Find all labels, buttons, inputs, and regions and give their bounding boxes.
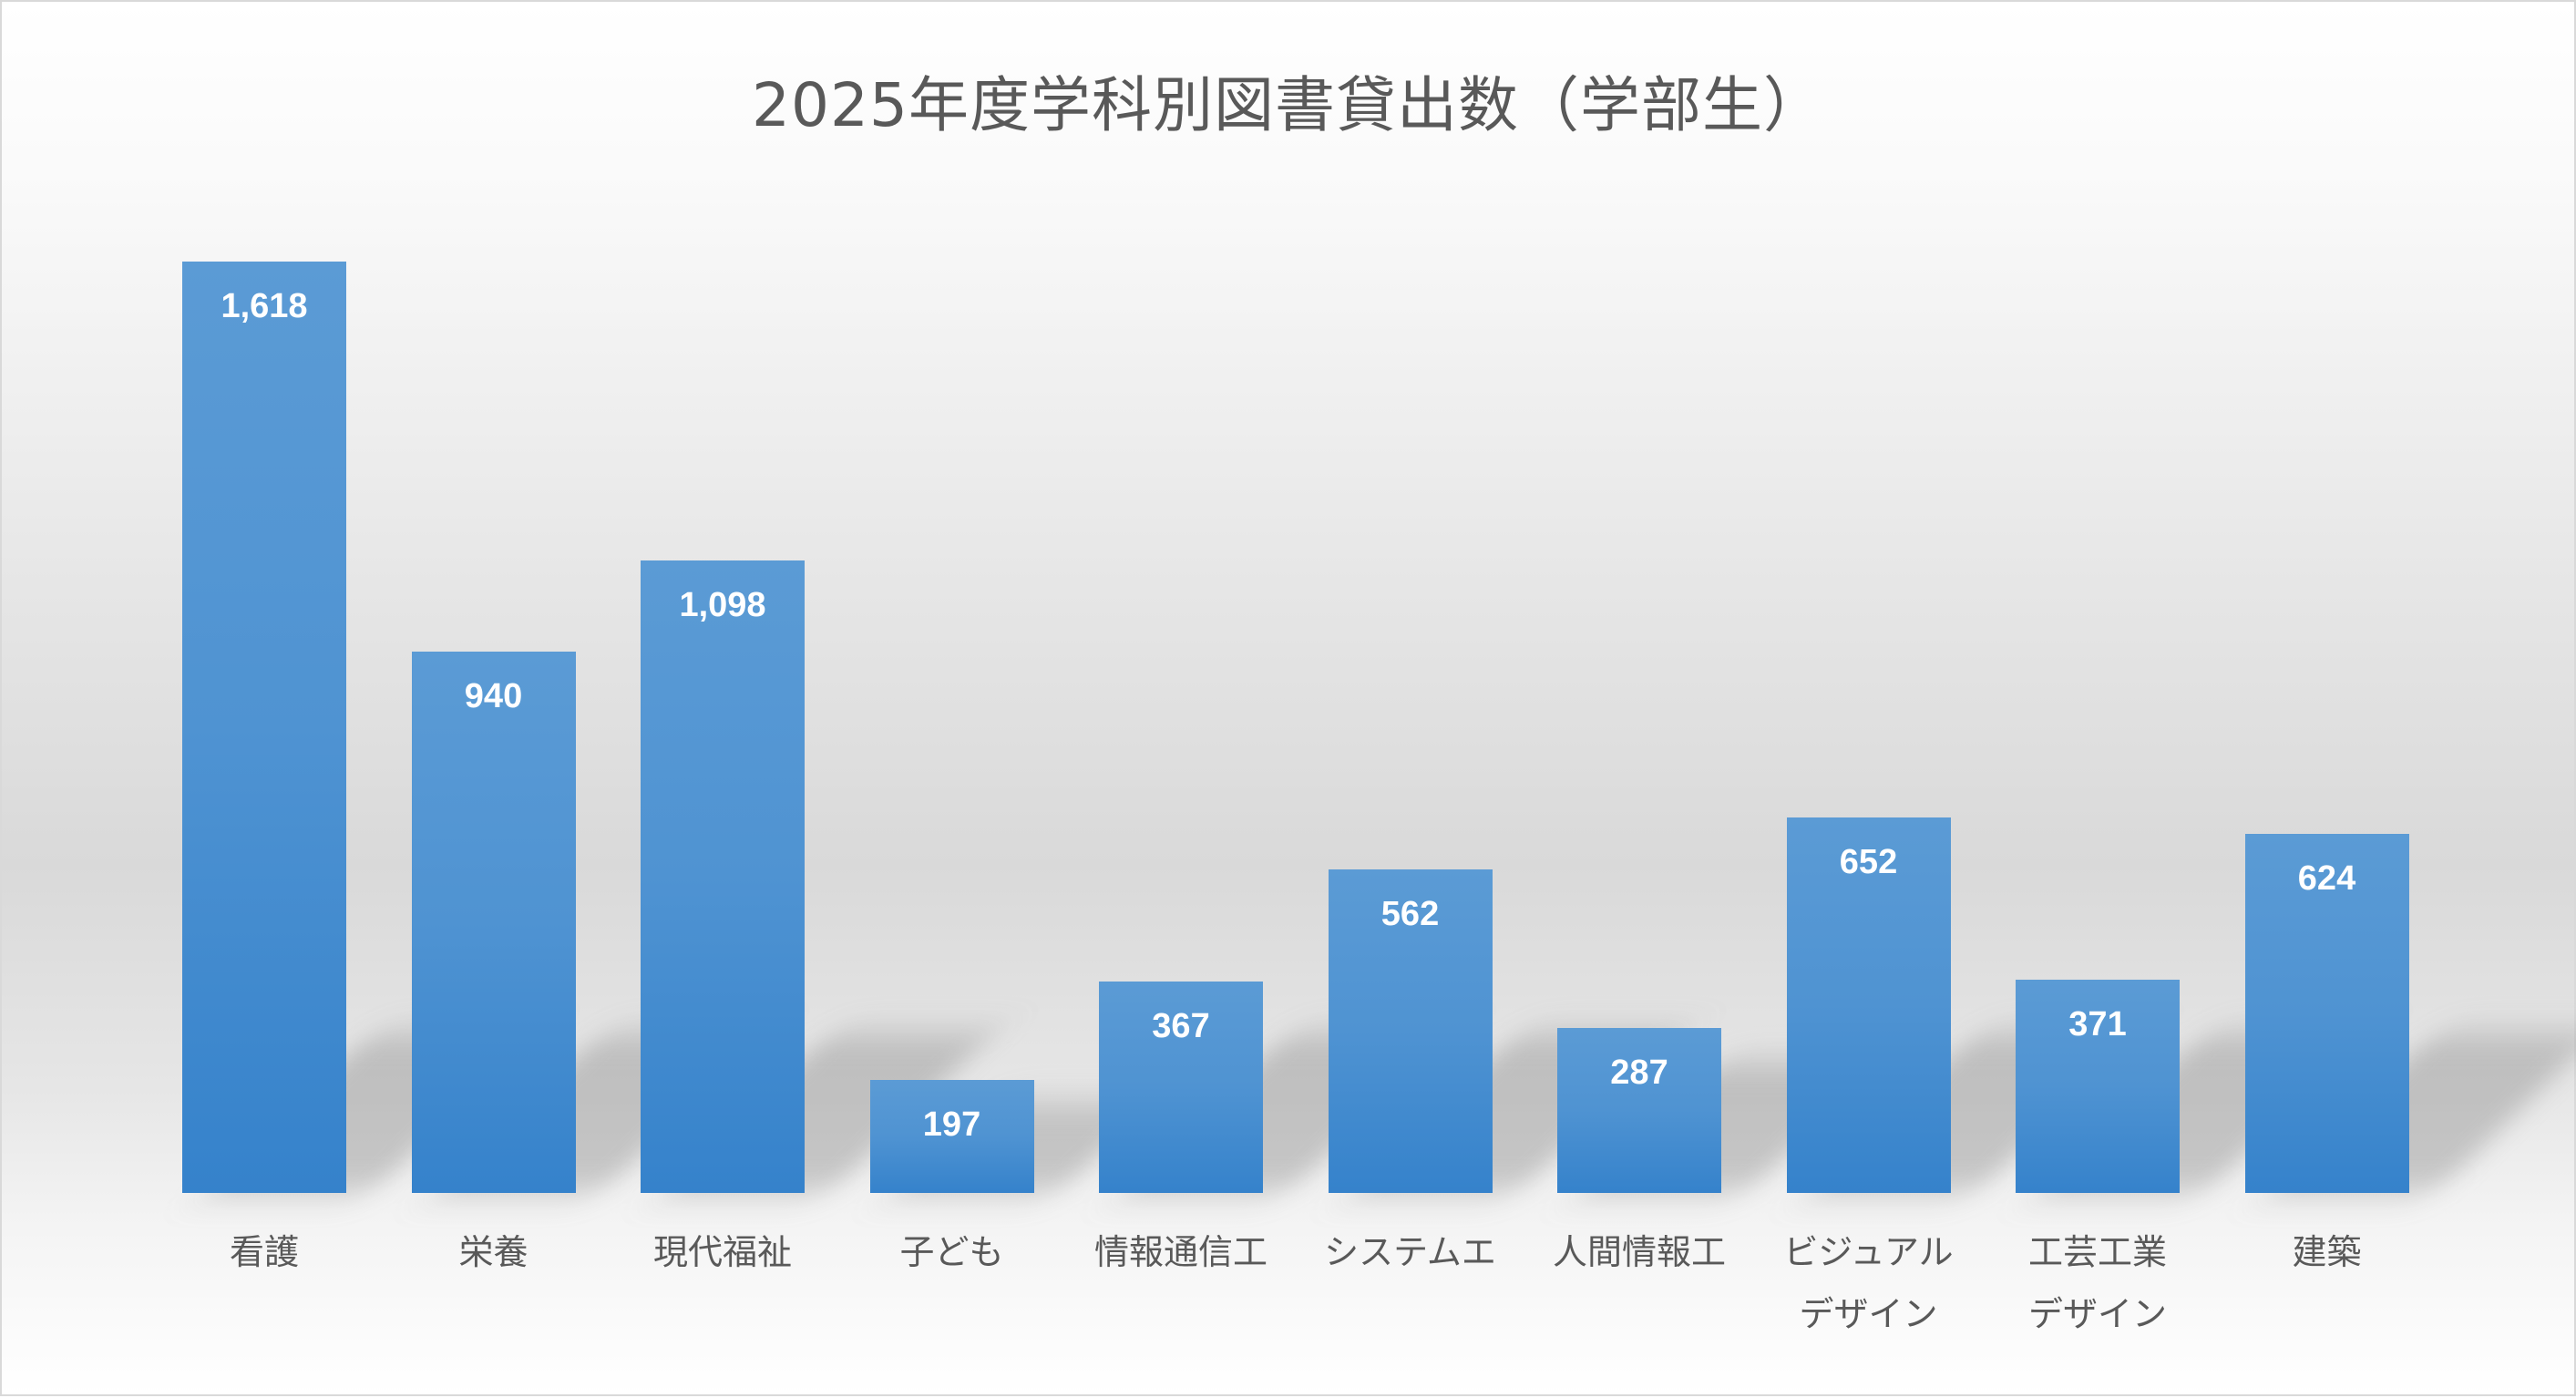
bar[interactable]: 197 (870, 1080, 1034, 1193)
bar[interactable]: 562 (1329, 869, 1493, 1193)
bar[interactable]: 367 (1099, 982, 1263, 1193)
bar[interactable]: 940 (412, 652, 576, 1193)
bar[interactable]: 1,098 (641, 560, 805, 1193)
category-label: システムエ (1296, 1221, 1524, 1283)
data-label: 652 (1787, 843, 1951, 882)
data-label: 940 (412, 677, 576, 716)
data-label: 624 (2245, 859, 2409, 899)
category-label: 工芸工業 デザイン (1984, 1221, 2212, 1345)
data-label: 287 (1557, 1054, 1721, 1093)
category-label: 看護 (150, 1221, 379, 1283)
bar[interactable]: 1,618 (182, 262, 346, 1193)
category-label: 子ども (837, 1221, 1066, 1283)
data-label: 1,618 (182, 287, 346, 326)
bar[interactable]: 287 (1557, 1028, 1721, 1193)
data-label: 197 (870, 1105, 1034, 1145)
category-label: 栄養 (379, 1221, 608, 1283)
category-label: 情報通信工 (1067, 1221, 1296, 1283)
data-label: 562 (1329, 895, 1493, 934)
category-label: 建築 (2212, 1221, 2441, 1283)
category-label: 現代福祉 (609, 1221, 837, 1283)
data-label: 371 (2016, 1005, 2180, 1044)
data-label: 1,098 (641, 586, 805, 625)
data-label: 367 (1099, 1007, 1263, 1046)
category-label: 人間情報工 (1525, 1221, 1754, 1283)
bar[interactable]: 371 (2016, 980, 2180, 1193)
bar[interactable]: 624 (2245, 834, 2409, 1193)
bar[interactable]: 652 (1787, 817, 1951, 1193)
category-label: ビジュアル デザイン (1754, 1221, 1983, 1345)
